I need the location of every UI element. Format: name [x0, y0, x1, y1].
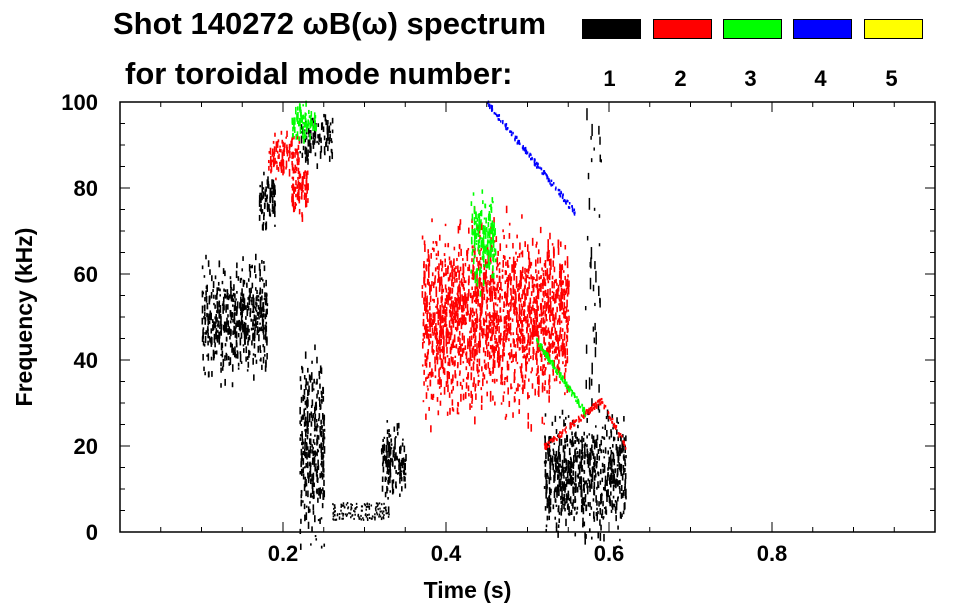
y-tick-label: 40: [74, 348, 98, 373]
y-tick-label: 60: [74, 262, 98, 287]
x-tick-label: 0.4: [431, 541, 462, 566]
mode-1-feature: [258, 171, 277, 231]
legend-swatch-mode-1: [582, 19, 641, 39]
y-tick-label: 0: [86, 520, 98, 545]
mode-3-feature: [470, 189, 497, 297]
mode-3-feature: [291, 100, 317, 144]
chart-title: Shot 140272 ωB(ω) spectrum: [113, 6, 547, 41]
spectrum-marks: [201, 100, 627, 552]
y-tick-label: 100: [61, 90, 98, 115]
mode-1-feature: [584, 108, 602, 407]
x-axis-title: Time (s): [424, 577, 512, 603]
x-tick-label: 0.2: [268, 541, 299, 566]
mode-3-feature: [536, 337, 586, 417]
y-tick-label: 20: [74, 434, 98, 459]
legend-swatch-mode-5: [864, 19, 923, 39]
mode-2-feature: [291, 159, 309, 222]
legend-label-mode-1: 1: [603, 66, 616, 91]
legend-label-mode-4: 4: [814, 66, 827, 91]
x-tick-label: 0.6: [594, 541, 625, 566]
legend-label-mode-3: 3: [744, 66, 757, 91]
mode-2-feature: [543, 397, 627, 450]
mode-1-feature: [380, 420, 407, 514]
y-axis-title: Frequency (kHz): [11, 228, 37, 407]
y-tick-label: 80: [74, 176, 98, 201]
mode-1-feature: [201, 253, 269, 388]
legend-label-mode-5: 5: [885, 66, 898, 91]
mode-2-feature: [267, 130, 301, 181]
axes: 0.2 0.4 0.6 0.8 0 20 40 60 80 100: [61, 90, 936, 566]
legend-label-mode-2: 2: [674, 66, 687, 91]
mode-2-feature: [421, 205, 570, 433]
legend-swatch-mode-4: [793, 19, 852, 39]
legend-swatch-mode-2: [653, 19, 712, 39]
mode-1-feature: [543, 403, 627, 552]
mode-4-feature: [487, 100, 576, 216]
mode-1-feature: [299, 344, 326, 550]
x-tick-label: 0.8: [757, 541, 788, 566]
mode-1-feature: [332, 501, 390, 521]
chart-subtitle: for toroidal mode number:: [125, 56, 513, 91]
legend-swatch-mode-3: [723, 19, 782, 39]
